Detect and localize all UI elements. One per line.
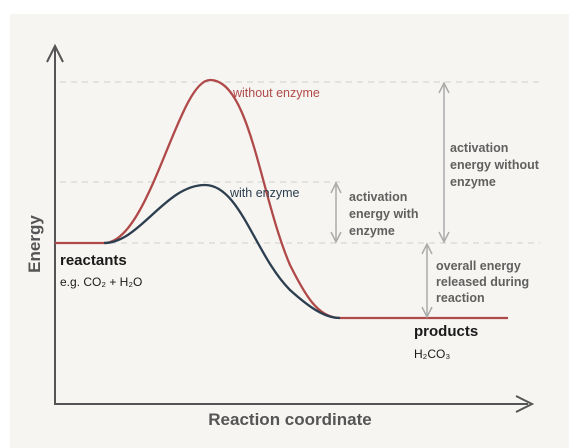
reference-lines bbox=[60, 81, 540, 244]
axes bbox=[46, 43, 535, 413]
y-axis-title: Energy bbox=[25, 215, 44, 273]
products-title: products bbox=[414, 323, 478, 340]
arrowhead-overall-top bbox=[421, 242, 433, 255]
curve-without-enzyme bbox=[55, 78, 508, 320]
diagram-panel bbox=[10, 14, 569, 448]
annotation-activation-with: activation energy with enzyme bbox=[349, 190, 422, 238]
annotation-arrows bbox=[330, 81, 450, 319]
annotation-overall-energy: overall energy released during reaction bbox=[436, 259, 533, 305]
label-with-enzyme: with enzyme bbox=[229, 186, 300, 200]
label-without-enzyme: without enzyme bbox=[232, 86, 320, 100]
axis-lines bbox=[54, 48, 528, 405]
x-axis-arrow bbox=[515, 395, 535, 413]
arrowhead-activation-without-bottom bbox=[438, 231, 450, 244]
products-formula: H₂CO₃ bbox=[414, 347, 450, 361]
x-axis-title: Reaction coordinate bbox=[208, 410, 371, 429]
arrowhead-overall-bottom bbox=[421, 306, 433, 319]
arrowhead-activation-with-top bbox=[330, 181, 342, 194]
reactants-title: reactants bbox=[60, 252, 127, 269]
y-axis-arrow bbox=[46, 43, 64, 63]
annotation-activation-without: activation energy without enzyme bbox=[450, 141, 542, 189]
curve-with-enzyme bbox=[103, 183, 341, 320]
reactants-formula: e.g. CO₂ + H₂O bbox=[60, 275, 142, 289]
arrowhead-activation-without-top bbox=[438, 81, 450, 94]
arrowhead-activation-with-bottom bbox=[330, 231, 342, 244]
